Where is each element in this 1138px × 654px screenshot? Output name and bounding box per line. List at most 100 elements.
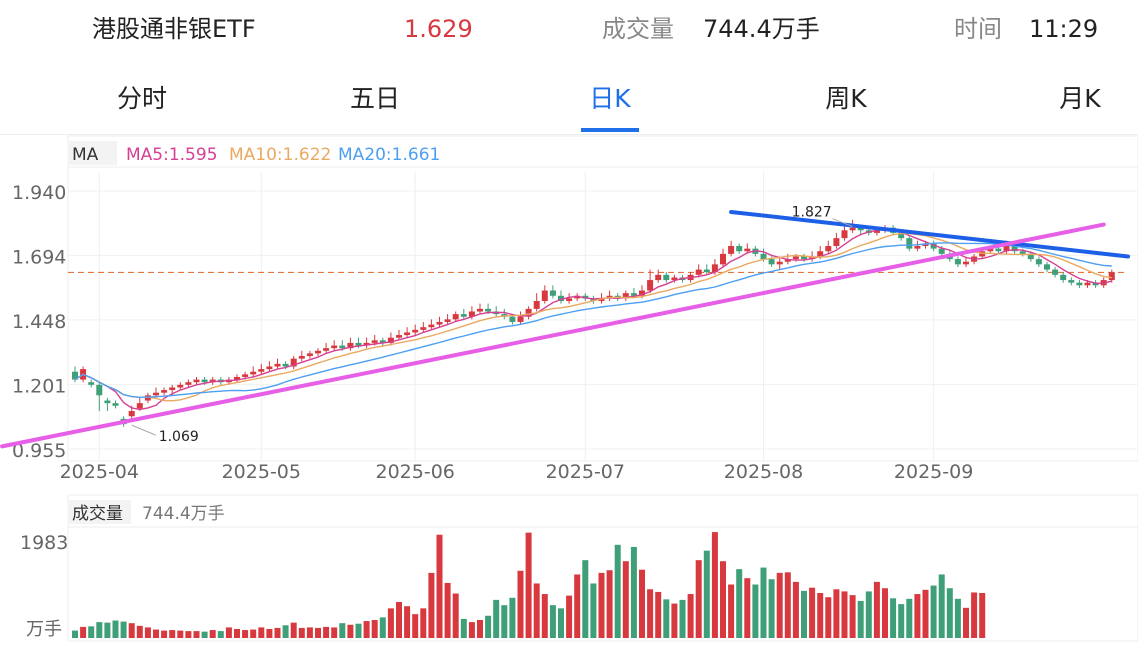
trendline-up (0, 222, 1106, 449)
volume-bar (161, 630, 168, 638)
candle-body (306, 353, 313, 357)
volume-bar (493, 599, 500, 638)
volume-y-tick: 1983 (20, 532, 68, 554)
volume-bar (890, 598, 897, 638)
volume-bar (558, 608, 564, 638)
tab-intraday[interactable]: 分时 (116, 84, 167, 113)
candle-body (209, 379, 216, 383)
volume-bar (639, 569, 645, 638)
volume-bar (201, 631, 208, 638)
x-tick-label: 2025-05 (222, 461, 301, 483)
candle-body (290, 358, 297, 367)
volume-bar (728, 584, 735, 638)
candle-body (760, 253, 767, 260)
y-tick-label: 1.940 (12, 182, 66, 204)
candle-body (193, 379, 200, 383)
volume-bar (420, 608, 427, 638)
volume-bar (274, 627, 281, 638)
candle-body (768, 259, 775, 265)
volume-label: 成交量 (602, 15, 674, 43)
candle-body (541, 290, 548, 302)
volume-bar (841, 591, 848, 638)
volume-bar (533, 583, 540, 638)
candle-body (1084, 282, 1091, 286)
volume-bar (711, 532, 718, 638)
volume-bar (96, 622, 103, 638)
candle-body (136, 403, 143, 409)
candle-body (371, 340, 378, 343)
volume-bar (971, 592, 978, 638)
volume-bar (485, 615, 492, 638)
volume-bar (760, 567, 767, 638)
candle-body (104, 400, 111, 404)
candle-body (792, 256, 799, 260)
volume-bar (266, 628, 273, 638)
low-annotation: 1.069 (159, 429, 199, 445)
candle-body (1003, 246, 1010, 252)
candle-body (315, 350, 321, 354)
volume-bar (776, 572, 783, 638)
candle-body (995, 248, 1002, 252)
volume-bar (80, 626, 87, 638)
volume-bar (282, 625, 289, 638)
time-label: 时间 (954, 15, 1002, 43)
candle-body (954, 259, 961, 265)
volume-bar (865, 591, 872, 638)
volume-bar (242, 630, 249, 638)
candle-body (1011, 246, 1018, 252)
volume-bar (946, 588, 953, 638)
ma20-legend: MA20:1.661 (338, 145, 440, 165)
candle-body (574, 295, 581, 299)
candle-body (857, 227, 864, 231)
candle-body (1108, 272, 1115, 281)
ma-legend-label: MA (72, 145, 99, 165)
candle-body (468, 311, 475, 317)
volume-bar (574, 574, 581, 638)
volume-bar (347, 624, 354, 638)
candle-body (655, 274, 662, 281)
tab-five-day[interactable]: 五日 (349, 84, 400, 113)
candle-body (736, 246, 743, 252)
candle-body (695, 269, 702, 275)
volume-bar (792, 581, 799, 638)
volume-bar (614, 544, 621, 638)
volume-bar (517, 570, 524, 638)
tab-monthly-k[interactable]: 月K (1059, 84, 1101, 113)
candle-body (663, 274, 670, 281)
volume-bar (169, 630, 176, 638)
volume-bar (363, 621, 370, 638)
volume-bar (606, 570, 613, 638)
volume-bar (193, 631, 200, 638)
volume-pane-frame (67, 494, 1138, 642)
candle-body (379, 340, 386, 343)
candle-body (144, 395, 151, 401)
candle-body (153, 392, 159, 396)
volume-bar (501, 605, 508, 638)
volume-bar (736, 569, 743, 638)
candle-body (533, 301, 540, 309)
volume-bar (655, 591, 662, 638)
volume-bar (679, 599, 686, 638)
candle-body (938, 248, 945, 254)
volume-bar (412, 614, 419, 638)
volume-bar (428, 572, 435, 638)
volume-bar (436, 534, 443, 638)
candle-body (234, 376, 240, 380)
tab-daily-k[interactable]: 日K (589, 84, 631, 113)
volume-bar (452, 593, 459, 638)
volume-bar (647, 589, 654, 638)
volume-bar (371, 619, 378, 638)
candle-body (914, 246, 921, 249)
candle-body (250, 371, 257, 375)
volume-bar (671, 603, 678, 638)
volume-bar (938, 574, 945, 638)
low-annotation-leader (131, 424, 156, 436)
candle-body (898, 232, 905, 239)
volume-bar (355, 623, 362, 638)
candle-body (274, 363, 281, 367)
volume-bar (906, 598, 913, 638)
volume-bar (72, 630, 78, 638)
tab-weekly-k[interactable]: 周K (825, 84, 867, 113)
volume-bar (752, 584, 759, 638)
